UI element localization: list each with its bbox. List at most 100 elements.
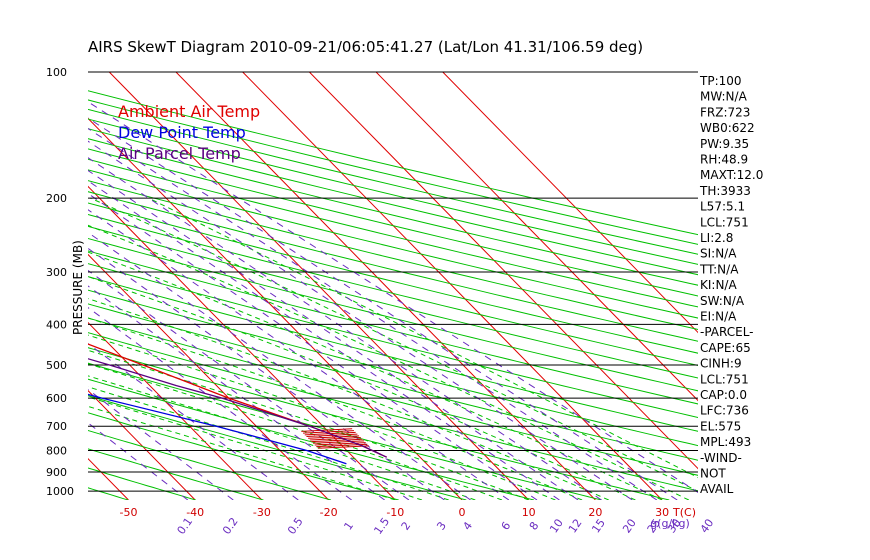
dry-adiabat-line [88, 332, 698, 492]
moist-adiabat-line [88, 276, 636, 500]
index-label: LFC:736 [700, 404, 749, 418]
bottom-temp-tick-label: 30 [655, 506, 669, 519]
index-label: TH:3933 [699, 184, 751, 198]
dry-adiabat-line [88, 202, 698, 354]
mixing-ratio-label: 20 [620, 517, 639, 536]
cape-hatch-line [308, 435, 360, 439]
bottom-temp-tick-label: -50 [120, 506, 138, 519]
bottom-temp-tick-label: 0 [459, 506, 466, 519]
mixing-ratio-line [88, 180, 560, 500]
mixing-ratio-label: 3 [434, 519, 449, 532]
mixing-ratio-label: 6 [499, 519, 514, 532]
mixing-ratio-label: 0.2 [220, 515, 241, 537]
dry-adiabat-line [88, 191, 698, 342]
mixing-ratio-line [88, 342, 299, 500]
dry-adiabat-line [88, 118, 698, 265]
y-axis-label: PRESSURE (MB) [71, 240, 85, 335]
mixing-ratio-line [88, 192, 538, 500]
dry-adiabat-line [88, 429, 332, 500]
legend-entry: Air Parcel Temp [118, 144, 241, 163]
mixing-ratio-line [88, 306, 352, 500]
pressure-tick-label: 100 [46, 66, 67, 79]
bottom-temperature-ticks: -50 -40 -30 -20 -10 0 10 20 30 T(C) [120, 506, 696, 519]
mixing-ratio-label: 15 [589, 517, 608, 536]
dry-adiabat-line [88, 108, 698, 255]
moist-adiabat-line [90, 197, 698, 492]
dry-adiabat-line [88, 467, 196, 500]
cape-hatch-line [311, 438, 363, 443]
dry-adiabat-line [88, 214, 698, 366]
index-label: MW:N/A [700, 90, 748, 104]
dry-adiabat-line [88, 138, 698, 286]
dry-adiabat-line [88, 169, 698, 319]
dry-adiabat-line [88, 395, 467, 500]
pressure-tick-label: 300 [46, 266, 67, 279]
mixing-ratio-label: 12 [566, 517, 585, 536]
bottom-temp-tick-label: -10 [386, 506, 404, 519]
legend-entry: Dew Point Temp [118, 123, 246, 142]
dry-adiabat-line [88, 225, 698, 379]
index-label: CINH:9 [700, 357, 742, 371]
pressure-tick-label: 200 [46, 192, 67, 205]
pressure-tick-label: 800 [46, 445, 67, 458]
air-parcel-temp-line [88, 358, 387, 458]
mixing-ratio-line [88, 157, 602, 500]
dry-adiabat-line [88, 128, 698, 276]
index-label: CAP:0.0 [700, 388, 747, 402]
isotherm-line [309, 72, 698, 470]
moist-adiabat-line [88, 224, 690, 500]
dry-adiabat-line [88, 448, 264, 500]
cape-hatch-line [306, 433, 358, 438]
index-label: FRZ:723 [700, 105, 750, 119]
mixing-ratio-label: 4 [460, 519, 475, 532]
mixing-ratio-line [88, 169, 579, 500]
index-label: PW:9.35 [700, 137, 749, 151]
isotherm-line [88, 321, 263, 500]
mixing-ratio-label: 10 [547, 517, 566, 536]
dry-adiabat-line [88, 362, 602, 500]
bottom-temp-tick-label: -30 [253, 506, 271, 519]
index-label: RH:48.9 [700, 153, 748, 167]
index-label: LCL:751 [700, 215, 749, 229]
index-label: CAPE:65 [700, 341, 751, 355]
index-label: -PARCEL- [700, 325, 754, 339]
pressure-tick-label: 600 [46, 392, 67, 405]
background-grid [0, 72, 698, 500]
index-label: SW:N/A [700, 294, 745, 308]
moist-adiabat-line [88, 396, 423, 500]
index-label: EI:N/A [700, 310, 737, 324]
mixing-ratio-line [88, 127, 658, 500]
dry-adiabat-line [88, 250, 698, 405]
mixing-ratio-label: 1 [341, 519, 356, 532]
moist-adiabat-line [88, 317, 583, 500]
isotherm-line [0, 72, 62, 500]
index-label: -WIND- [700, 451, 742, 465]
isotherm-line [242, 72, 663, 500]
cape-hatch-line [317, 445, 369, 449]
dry-adiabat-line [88, 237, 698, 392]
isotherm-line [88, 389, 196, 500]
dry-adiabat-line [88, 412, 399, 500]
chart-title: AIRS SkewT Diagram 2010-09-21/06:05:41.2… [88, 38, 643, 56]
index-label: LCL:751 [700, 372, 749, 386]
isobar-lines [88, 71, 698, 492]
dry-adiabat-line [88, 378, 535, 500]
index-label: L57:5.1 [700, 200, 745, 214]
mixing-ratio-line [88, 269, 410, 500]
bottom-temp-tick-label: -20 [320, 506, 338, 519]
dry-adiabat-line [88, 289, 698, 447]
pressure-ticks: 100 200 300 400 500 600 700 800 900 1000 [46, 66, 74, 498]
moist-adiabat-line [148, 197, 698, 479]
mixing-ratio-line [88, 285, 385, 500]
index-label: MAXT:12.0 [700, 168, 763, 182]
dry-adiabat-line [88, 303, 698, 461]
mixing-ratio-label: 2 [399, 519, 414, 532]
index-label: AVAIL [700, 482, 734, 496]
dry-adiabat-line [88, 317, 698, 476]
index-label: MPL:493 [700, 435, 751, 449]
index-label: SI:N/A [700, 247, 737, 261]
mixing-ratio-line [88, 388, 234, 500]
mixing-ratio-line [88, 247, 445, 500]
cape-hatch-line [303, 430, 354, 434]
dry-adiabat-line [88, 347, 670, 500]
